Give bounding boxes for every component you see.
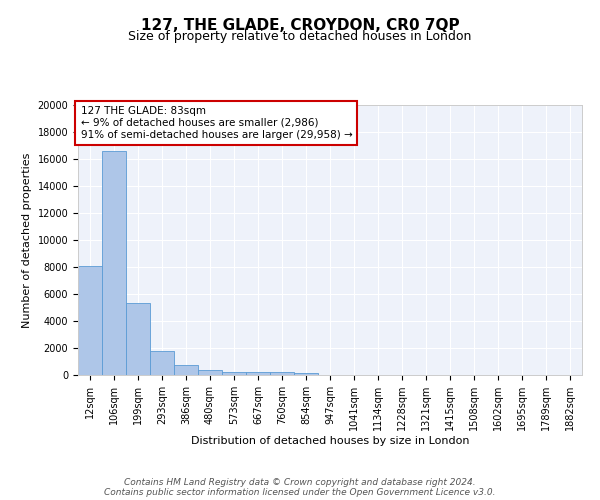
Bar	[222, 372, 246, 375]
Text: Contains HM Land Registry data © Crown copyright and database right 2024.
Contai: Contains HM Land Registry data © Crown c…	[104, 478, 496, 497]
Bar	[78, 266, 102, 375]
Bar	[246, 372, 270, 375]
Bar	[198, 370, 222, 375]
Text: Size of property relative to detached houses in London: Size of property relative to detached ho…	[128, 30, 472, 43]
Bar	[126, 304, 150, 375]
Y-axis label: Number of detached properties: Number of detached properties	[22, 152, 32, 328]
Bar	[150, 350, 174, 375]
Bar	[294, 373, 318, 375]
Text: 127 THE GLADE: 83sqm
← 9% of detached houses are smaller (2,986)
91% of semi-det: 127 THE GLADE: 83sqm ← 9% of detached ho…	[80, 106, 352, 140]
Bar	[174, 365, 198, 375]
Text: 127, THE GLADE, CROYDON, CR0 7QP: 127, THE GLADE, CROYDON, CR0 7QP	[140, 18, 460, 32]
Bar	[270, 372, 294, 375]
X-axis label: Distribution of detached houses by size in London: Distribution of detached houses by size …	[191, 436, 469, 446]
Bar	[102, 151, 126, 375]
